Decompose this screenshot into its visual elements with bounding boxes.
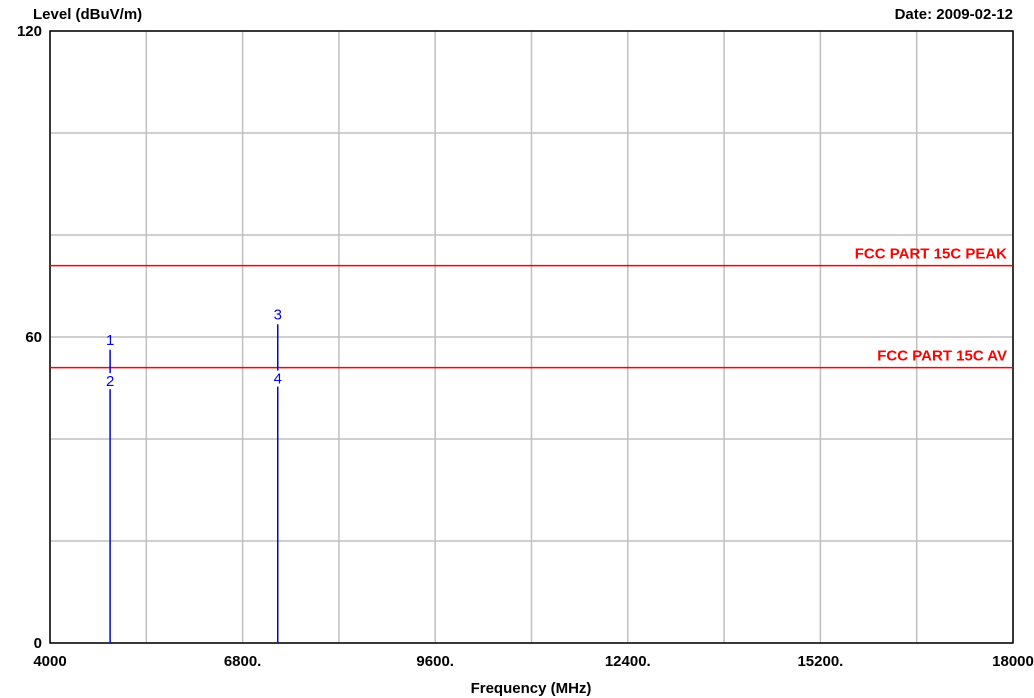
x-axis-label: Frequency (MHz) (471, 680, 592, 697)
x-tick-label: 4000 (33, 653, 66, 670)
peak-marker-label: 1 (106, 332, 114, 349)
avg-marker-bg (105, 373, 116, 390)
y-tick-label: 60 (25, 329, 42, 346)
grid (49, 30, 1014, 644)
x-tick-label: 9600. (416, 653, 454, 670)
y-axis-label: Level (dBuV/m) (33, 6, 142, 23)
emission-markers: 1 2 3 4 (105, 306, 283, 643)
avg-marker-bg (272, 370, 283, 387)
y-tick-label: 0 (34, 635, 42, 652)
x-tick-label: 15200. (797, 653, 843, 670)
date-label: Date: 2009-02-12 (895, 6, 1013, 23)
limit-lines: FCC PART 15C PEAK FCC PART 15C AV (50, 246, 1013, 369)
plot-frame (49, 30, 1014, 644)
x-tick-label: 18000 (992, 653, 1034, 670)
limit-line-label: FCC PART 15C PEAK (855, 246, 1007, 263)
avg-marker-label: 2 (106, 373, 114, 390)
limit-line-label: FCC PART 15C AV (877, 348, 1007, 365)
tick-labels: 4000 6800. 9600. 12400. 15200. 18000 0 60 120 (17, 23, 1034, 670)
y-tick-label: 120 (17, 23, 42, 40)
peak-marker-label: 3 (274, 306, 282, 323)
avg-marker-label: 4 (274, 371, 282, 388)
x-tick-label: 12400. (605, 653, 651, 670)
x-tick-label: 6800. (224, 653, 262, 670)
